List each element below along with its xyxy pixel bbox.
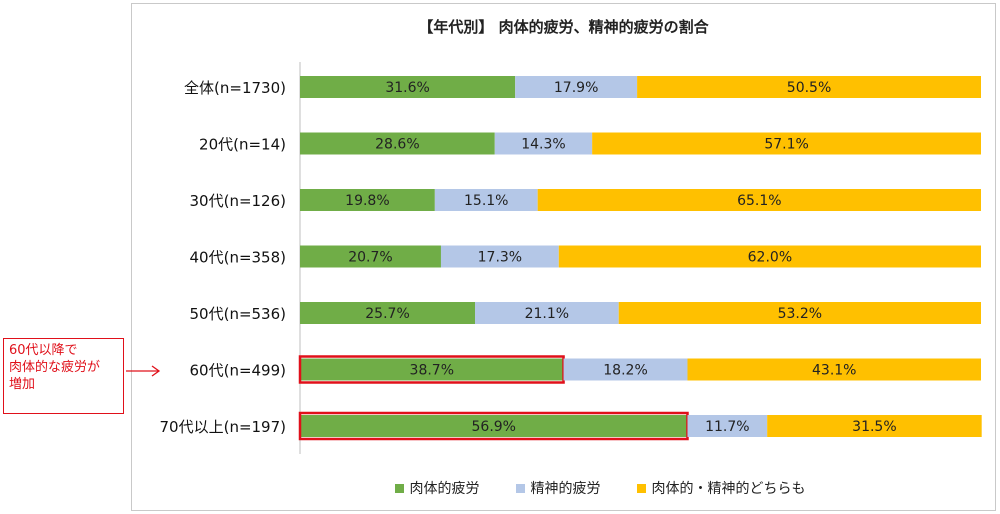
legend-item: 肉体的疲労	[394, 478, 480, 498]
bar-segment	[300, 132, 495, 155]
data-label: 25.7%	[365, 306, 409, 322]
data-label: 62.0%	[748, 250, 792, 266]
data-label: 19.8%	[345, 193, 389, 209]
category-label: 60代(n=499)	[190, 362, 287, 380]
data-label: 56.9%	[472, 419, 516, 435]
data-label: 20.7%	[348, 250, 392, 266]
bar-segment	[300, 245, 441, 268]
data-label: 28.6%	[375, 137, 419, 153]
bar-segment	[687, 415, 768, 437]
bar-segment	[515, 76, 638, 98]
legend-label: 肉体的疲労	[409, 481, 480, 497]
data-label: 57.1%	[764, 137, 808, 153]
bar-segment	[767, 415, 982, 437]
category-label: 70代以上(n=197)	[160, 418, 287, 436]
category-label: 全体(n=1730)	[184, 79, 286, 97]
annotation-callout: 60代以降で 肉体的な疲労が 増加	[3, 338, 124, 414]
bar-segment	[537, 189, 981, 211]
legend-label: 肉体的・精神的どちらも	[651, 481, 806, 497]
bar-segment	[300, 76, 516, 98]
data-label: 38.7%	[410, 363, 454, 379]
chart-legend: 肉体的疲労 精神的疲労 肉体的・精神的どちらも	[300, 478, 900, 498]
data-label: 53.2%	[778, 306, 822, 322]
data-label: 31.6%	[385, 80, 429, 96]
data-label: 14.3%	[521, 137, 565, 153]
legend-item: 肉体的・精神的どちらも	[636, 478, 806, 498]
legend-label: 精神的疲労	[530, 481, 601, 497]
bar-segment	[592, 132, 981, 155]
bar-segment	[300, 302, 476, 324]
bar-segment	[618, 302, 981, 324]
category-label: 40代(n=358)	[190, 249, 287, 267]
bar-segment	[434, 189, 538, 211]
data-label: 18.2%	[603, 363, 647, 379]
bar-segment	[440, 245, 559, 268]
legend-swatch	[394, 483, 404, 493]
category-label: 30代(n=126)	[190, 192, 287, 210]
bar-segment	[300, 415, 688, 437]
data-label: 31.5%	[852, 419, 896, 435]
bar-segment	[563, 358, 688, 381]
data-label: 65.1%	[737, 193, 781, 209]
bar-segment	[300, 358, 564, 381]
bar-segment	[637, 76, 981, 98]
data-label: 21.1%	[525, 306, 569, 322]
data-label: 43.1%	[812, 363, 856, 379]
legend-item: 精神的疲労	[515, 478, 601, 498]
annotation-arrow	[126, 365, 161, 377]
bar-segment	[475, 302, 619, 324]
legend-swatch	[636, 483, 646, 493]
legend-swatch	[515, 483, 525, 493]
bar-segment	[494, 132, 593, 155]
chart-title: 【年代別】 肉体的疲労、精神的疲労の割合	[418, 18, 709, 36]
bar-segment	[558, 245, 981, 268]
data-label: 17.3%	[478, 250, 522, 266]
data-label: 17.9%	[554, 80, 598, 96]
category-label: 50代(n=536)	[190, 305, 287, 323]
bar-segment	[687, 358, 981, 381]
bar-segment	[300, 189, 435, 211]
category-label: 20代(n=14)	[199, 136, 286, 154]
data-label: 50.5%	[787, 80, 831, 96]
data-label: 11.7%	[705, 419, 749, 435]
data-label: 15.1%	[464, 193, 508, 209]
